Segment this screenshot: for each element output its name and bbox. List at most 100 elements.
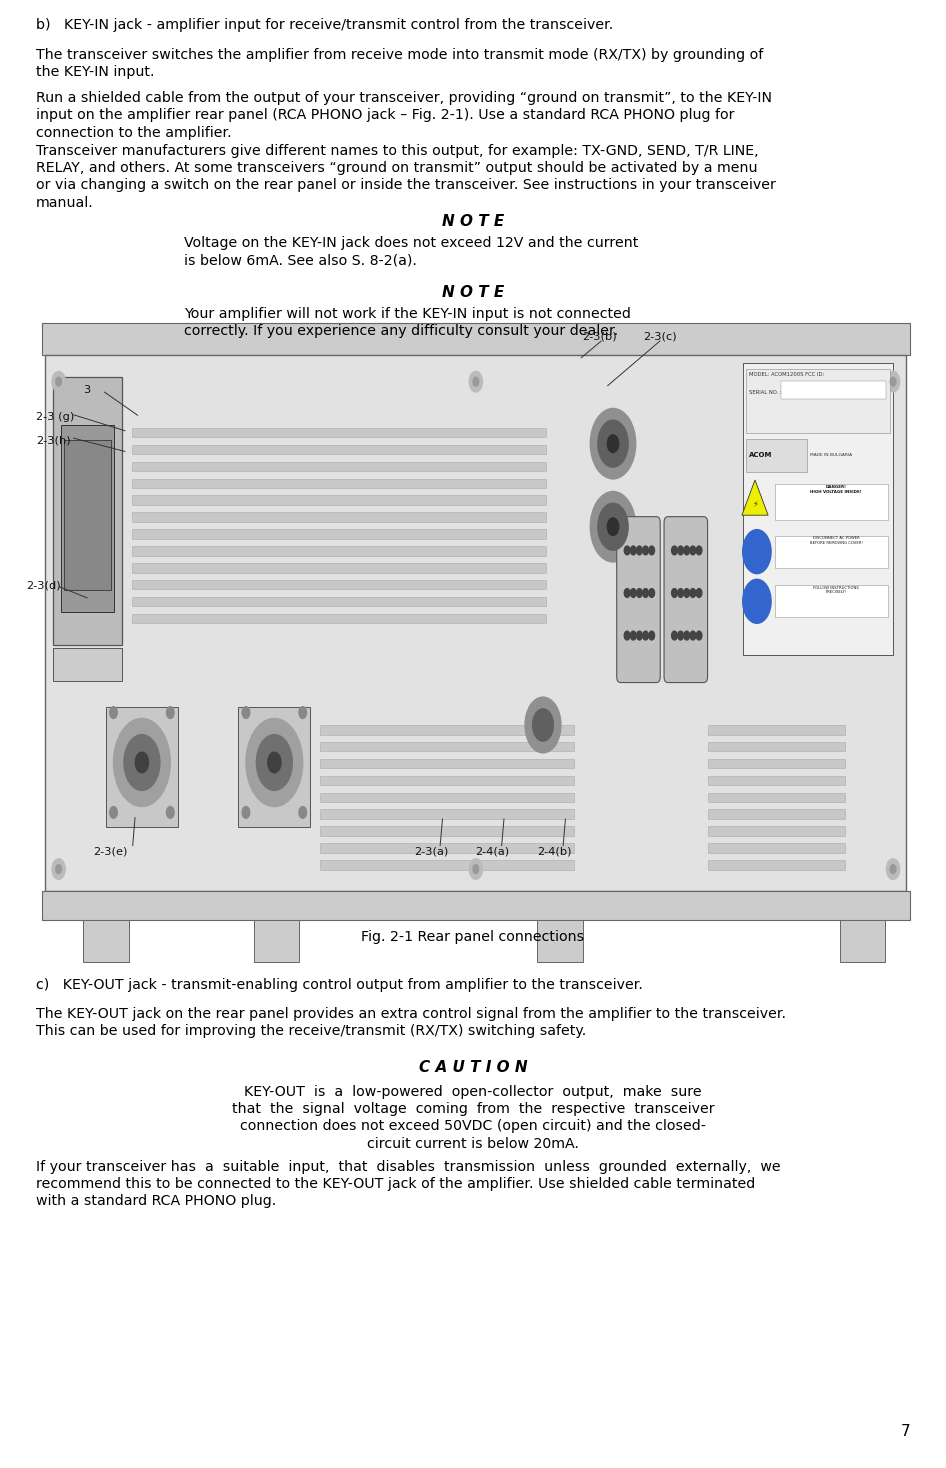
Circle shape — [672, 589, 677, 597]
Circle shape — [642, 546, 648, 555]
Circle shape — [624, 589, 630, 597]
Text: Transceiver manufacturers give different names to this output, for example: TX-G: Transceiver manufacturers give different… — [36, 144, 776, 210]
Circle shape — [590, 492, 636, 562]
Bar — [132, 564, 546, 573]
Circle shape — [630, 546, 636, 555]
Text: 2-3(c): 2-3(c) — [643, 332, 677, 341]
Text: 2-3(a): 2-3(a) — [414, 847, 448, 856]
Text: MADE IN BULGARIA: MADE IN BULGARIA — [811, 454, 852, 458]
Bar — [132, 580, 546, 589]
Circle shape — [299, 806, 307, 818]
Text: 2-3(d): 2-3(d) — [26, 581, 61, 590]
Circle shape — [268, 752, 281, 772]
Text: 2-3(h): 2-3(h) — [36, 436, 71, 445]
Circle shape — [114, 718, 170, 806]
Bar — [61, 424, 114, 612]
Circle shape — [469, 371, 482, 392]
Bar — [320, 725, 573, 734]
Circle shape — [743, 580, 771, 624]
Text: FOLLOW INSTRUCTIONS
PRECISELY!: FOLLOW INSTRUCTIONS PRECISELY! — [814, 586, 859, 595]
Text: The KEY-OUT jack on the rear panel provides an extra control signal from the amp: The KEY-OUT jack on the rear panel provi… — [36, 1007, 786, 1038]
Bar — [42, 891, 910, 920]
Circle shape — [677, 589, 683, 597]
Bar — [238, 706, 310, 826]
Circle shape — [598, 420, 628, 467]
Bar — [840, 920, 885, 962]
Bar — [775, 586, 887, 618]
Circle shape — [624, 546, 630, 555]
Bar — [254, 920, 299, 962]
Circle shape — [473, 865, 479, 873]
FancyBboxPatch shape — [617, 517, 660, 683]
Circle shape — [246, 718, 303, 806]
Bar — [708, 793, 846, 802]
Circle shape — [642, 589, 648, 597]
Bar — [708, 759, 846, 768]
Bar — [132, 530, 546, 539]
Bar — [708, 860, 846, 869]
Circle shape — [598, 504, 628, 550]
Circle shape — [642, 631, 648, 640]
Circle shape — [242, 706, 250, 718]
Circle shape — [696, 546, 702, 555]
Circle shape — [110, 706, 117, 718]
Bar — [775, 484, 887, 520]
Circle shape — [166, 806, 174, 818]
Bar — [132, 512, 546, 521]
Circle shape — [473, 377, 479, 386]
Bar — [320, 741, 573, 752]
Bar — [53, 647, 122, 681]
Bar — [132, 614, 546, 622]
Bar — [320, 826, 573, 835]
Bar — [708, 826, 846, 835]
Circle shape — [52, 859, 65, 879]
Circle shape — [672, 631, 677, 640]
Text: c)   KEY-OUT jack - transmit-enabling control output from amplifier to the trans: c) KEY-OUT jack - transmit-enabling cont… — [36, 978, 643, 992]
Circle shape — [690, 631, 695, 640]
Bar — [320, 843, 573, 853]
Circle shape — [684, 631, 690, 640]
Circle shape — [886, 859, 900, 879]
Circle shape — [469, 859, 482, 879]
Bar — [708, 741, 846, 752]
Circle shape — [743, 530, 771, 574]
Text: Fig. 2-1 Rear panel connections: Fig. 2-1 Rear panel connections — [361, 931, 585, 944]
FancyBboxPatch shape — [664, 517, 708, 683]
Bar — [708, 843, 846, 853]
Circle shape — [256, 734, 292, 790]
Bar — [320, 793, 573, 802]
Bar — [320, 809, 573, 819]
Circle shape — [649, 589, 655, 597]
Text: KEY-OUT  is  a  low-powered  open-collector  output,  make  sure
that  the  sign: KEY-OUT is a low-powered open-collector … — [232, 1085, 714, 1151]
Circle shape — [607, 435, 619, 452]
Bar — [132, 597, 546, 606]
Bar — [106, 706, 178, 826]
Text: DISCONNECT AC POWER
BEFORE REMOVING COVER!: DISCONNECT AC POWER BEFORE REMOVING COVE… — [810, 536, 863, 545]
Circle shape — [696, 631, 702, 640]
Circle shape — [696, 589, 702, 597]
Circle shape — [637, 546, 642, 555]
Circle shape — [525, 697, 561, 753]
Circle shape — [135, 752, 149, 772]
Circle shape — [630, 631, 636, 640]
Bar — [132, 429, 546, 437]
Circle shape — [56, 377, 61, 386]
Text: SERIAL NO. :: SERIAL NO. : — [749, 389, 781, 395]
Bar — [708, 775, 846, 785]
Circle shape — [299, 706, 307, 718]
Text: N O T E: N O T E — [442, 285, 504, 299]
Text: MODEL: ACOM1200S FCC ID:: MODEL: ACOM1200S FCC ID: — [749, 371, 825, 377]
Text: 3: 3 — [83, 386, 91, 395]
Circle shape — [684, 546, 690, 555]
Bar — [743, 363, 893, 655]
Circle shape — [677, 546, 683, 555]
Text: DANGER!
HIGH VOLTAGE INSIDE!: DANGER! HIGH VOLTAGE INSIDE! — [811, 486, 862, 493]
Bar — [746, 368, 889, 433]
Circle shape — [690, 589, 695, 597]
Bar — [708, 725, 846, 734]
Circle shape — [110, 806, 117, 818]
Text: 7: 7 — [901, 1424, 910, 1439]
Circle shape — [890, 377, 896, 386]
Circle shape — [624, 631, 630, 640]
Text: Run a shielded cable from the output of your transceiver, providing “ground on t: Run a shielded cable from the output of … — [36, 91, 772, 139]
